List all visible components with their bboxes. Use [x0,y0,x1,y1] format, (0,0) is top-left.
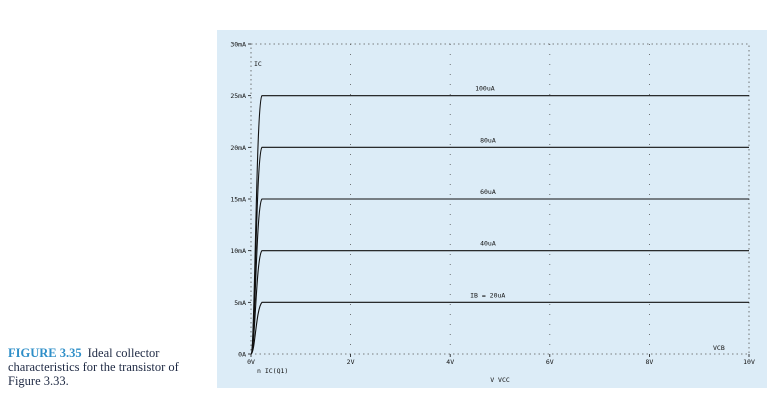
series-label: 60uA [480,188,496,196]
x-tick-label: 0V [247,358,255,366]
figure-caption-label: FIGURE 3.35 [8,346,82,360]
y-tick-label: 25mA [230,92,246,100]
series-curve [250,301,749,355]
x-tick-label: 8V [645,358,653,366]
y-tick-label: 5mA [234,299,246,307]
x-variable-label: V VCC [490,376,510,384]
collector-characteristics-chart: 0A 5mA 10mA 15mA 20mA 25mA 30mA 0V 2V 4V 6V 8V 10V IB… [230,41,755,385]
x-tick-label: 10V [743,358,755,366]
trace-label: n IC(Q1) [257,367,288,375]
figure-caption: FIGURE 3.35 Ideal collector characteristi… [8,346,203,388]
series-label: 100uA [475,85,495,93]
series-label: 80uA [480,136,496,144]
y-tick-label: 10mA [230,247,246,255]
series-label: IB = 20uA [470,291,505,299]
plot-panel: 0A 5mA 10mA 15mA 20mA 25mA 30mA 0V 2V 4V 6V 8V 10V IB… [217,30,767,388]
x-axis-title: VCB [713,344,725,352]
x-tick-label: 2V [347,358,355,366]
y-axis-title: IC [254,60,262,68]
series-curve [250,95,749,355]
figure-caption-text: Ideal collector characteristics for the … [8,346,179,388]
y-tick-label: 30mA [230,41,246,49]
x-tick-label: 6V [546,358,554,366]
series-label: 40uA [480,240,496,248]
series-curve [250,198,749,355]
x-tick-label: 4V [446,358,454,366]
y-tick-label: 15mA [230,196,246,204]
y-tick-label: 20mA [230,144,246,152]
y-tick-label: 0A [238,351,246,359]
